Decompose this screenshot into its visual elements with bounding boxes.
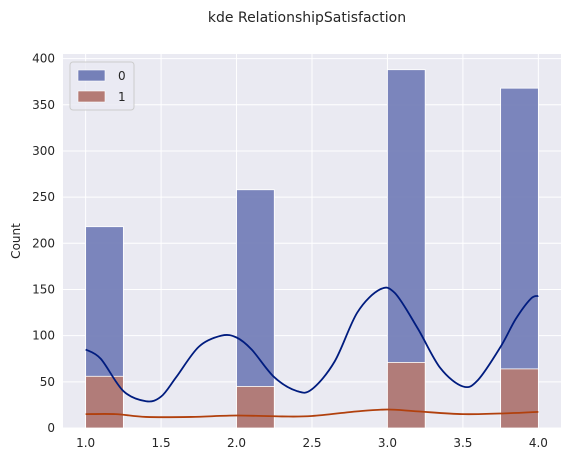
y-tick-label: 300: [32, 144, 55, 158]
grid: [63, 54, 561, 429]
kde-line-series-0: [85, 286, 539, 403]
y-tick-label: 350: [32, 98, 55, 112]
bar-series-1: [387, 362, 426, 429]
histogram-bars: [85, 69, 539, 429]
y-tick-label: 250: [32, 190, 55, 204]
bar-series-1: [500, 368, 539, 429]
legend-swatch-0: [77, 69, 106, 82]
x-tick-label: 1.5: [152, 436, 171, 450]
y-tick-label: 150: [32, 282, 55, 296]
x-tick-label: 1.0: [76, 436, 95, 450]
legend-swatch-1: [77, 90, 106, 103]
bar-series-1: [236, 386, 275, 429]
bar-series-1: [85, 375, 124, 429]
y-tick-label: 100: [32, 329, 55, 343]
y-axis-label: Count: [9, 223, 23, 259]
x-tick-label: 4.0: [529, 436, 548, 450]
kde-lines: [85, 286, 539, 419]
legend-label-1: 1: [118, 90, 126, 104]
y-tick-label: 0: [47, 421, 55, 435]
legend: 01: [69, 61, 135, 111]
kde-line-series-1: [85, 408, 539, 419]
x-tick-label: 3.0: [378, 436, 397, 450]
y-axis-ticks: 0 50 100 150 200 250 300 350 400: [32, 52, 55, 435]
chart-title: kde RelationshipSatisfaction: [208, 10, 406, 26]
y-tick-label: 50: [40, 375, 55, 389]
x-tick-label: 2.5: [302, 436, 321, 450]
x-axis-ticks: 1.0 1.5 2.0 2.5 3.0 3.5 4.0: [76, 436, 548, 450]
legend-label-0: 0: [118, 69, 126, 83]
x-tick-label: 3.5: [453, 436, 472, 450]
x-tick-label: 2.0: [227, 436, 246, 450]
y-tick-label: 400: [32, 52, 55, 66]
y-tick-label: 200: [32, 236, 55, 250]
